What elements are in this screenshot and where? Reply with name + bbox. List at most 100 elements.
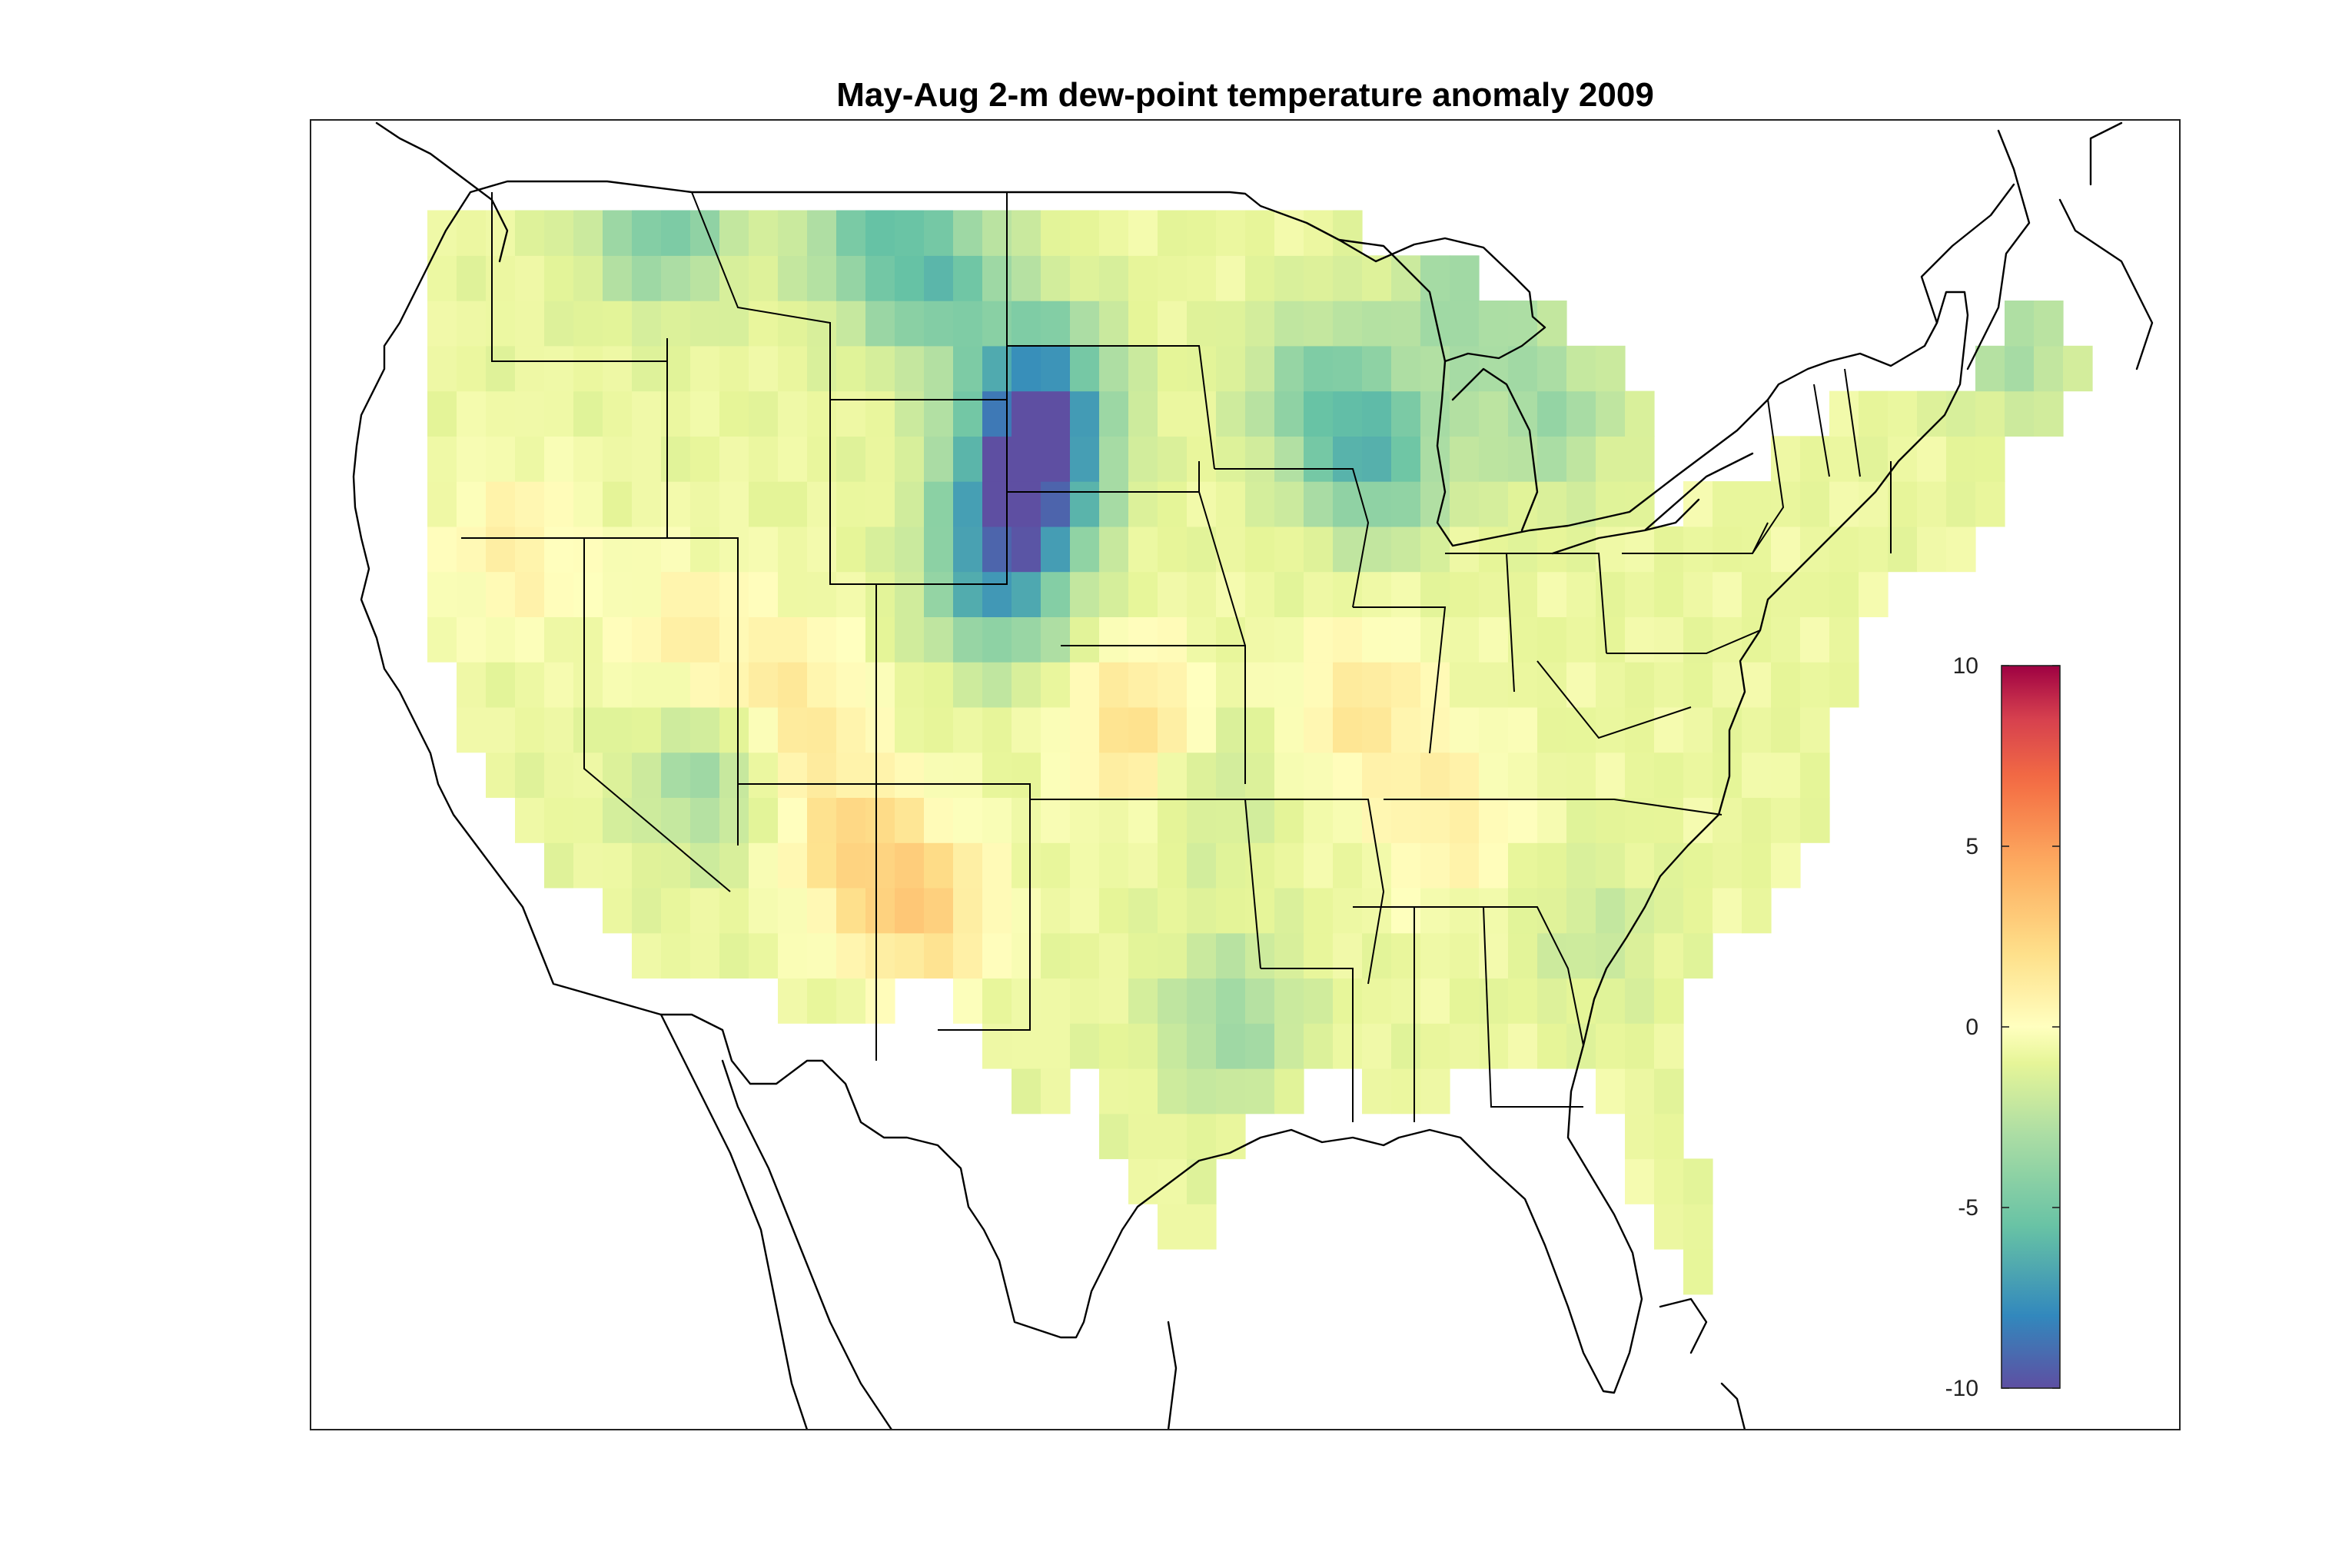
- grid-cell: [1888, 390, 1918, 437]
- grid-cell: [1158, 436, 1188, 482]
- grid-cell: [1012, 390, 1041, 437]
- grid-cell: [603, 390, 633, 437]
- grid-cell: [1128, 797, 1158, 843]
- grid-cell: [953, 932, 983, 979]
- colorbar-tick-label: -5: [1958, 1195, 1978, 1221]
- grid-cell: [661, 616, 691, 663]
- grid-cell: [486, 526, 516, 573]
- grid-cell: [1917, 526, 1947, 573]
- grid-cell: [1304, 797, 1334, 843]
- grid-cell: [719, 887, 749, 934]
- grid-cell: [1713, 526, 1742, 573]
- grid-cell: [1274, 706, 1304, 753]
- grid-cell: [1128, 706, 1158, 753]
- grid-cell: [924, 616, 954, 663]
- grid-cell: [982, 842, 1012, 889]
- grid-cell: [544, 481, 574, 527]
- grid-cell: [1012, 887, 1041, 934]
- grid-cell: [603, 752, 633, 798]
- grid-cell: [603, 887, 633, 934]
- grid-cell: [1274, 436, 1304, 482]
- grid-cell: [1304, 932, 1334, 979]
- grid-cell: [1041, 706, 1071, 753]
- grid-cell: [1362, 255, 1392, 301]
- grid-cell: [836, 887, 866, 934]
- grid-cell: [1362, 706, 1392, 753]
- grid-cell: [807, 797, 837, 843]
- grid-cell: [778, 210, 808, 256]
- grid-cell: [1158, 345, 1188, 392]
- grid-cell: [1070, 526, 1100, 573]
- grid-cell: [1187, 616, 1217, 663]
- grid-cell: [1012, 616, 1041, 663]
- grid-cell: [1012, 752, 1041, 798]
- grid-cell: [953, 436, 983, 482]
- grid-cell: [457, 616, 487, 663]
- grid-cell: [1537, 436, 1567, 482]
- grid-cell: [1479, 436, 1509, 482]
- grid-cell: [603, 481, 633, 527]
- grid-cell: [749, 706, 779, 753]
- grid-cell: [1304, 436, 1334, 482]
- grid-cell: [1362, 1068, 1392, 1115]
- grid-cell: [690, 662, 720, 708]
- grid-cell: [1566, 390, 1596, 437]
- grid-cell: [807, 526, 837, 573]
- grid-cell: [924, 662, 954, 708]
- grid-cell: [749, 797, 779, 843]
- grid-cell: [515, 390, 545, 437]
- grid-cell: [1420, 842, 1450, 889]
- grid-cell: [1654, 1068, 1684, 1115]
- grid-cell: [924, 481, 954, 527]
- grid-cell: [778, 616, 808, 663]
- grid-cell: [807, 345, 837, 392]
- grid-cell: [603, 616, 633, 663]
- grid-cell: [427, 210, 457, 256]
- grid-cell: [1859, 436, 1889, 482]
- grid-cell: [1099, 345, 1129, 392]
- grid-cell: [1216, 887, 1246, 934]
- grid-cell: [1274, 571, 1304, 617]
- grid-cell: [457, 662, 487, 708]
- grid-cell: [807, 752, 837, 798]
- grid-cell: [1041, 662, 1071, 708]
- grid-cell: [1362, 662, 1392, 708]
- grid-cell: [1362, 752, 1392, 798]
- grid-cell: [924, 526, 954, 573]
- grid-cell: [1450, 706, 1480, 753]
- grid-cell: [865, 978, 895, 1024]
- grid-cell: [515, 481, 545, 527]
- grid-cell: [1099, 1113, 1129, 1160]
- grid-cell: [953, 301, 983, 347]
- grid-cell: [1274, 345, 1304, 392]
- grid-cell: [1070, 255, 1100, 301]
- grid-cell: [1128, 301, 1158, 347]
- grid-cell: [836, 345, 866, 392]
- grid-cell: [1070, 662, 1100, 708]
- grid-cell: [1333, 345, 1363, 392]
- grid-cell: [924, 797, 954, 843]
- grid-cell: [1245, 1023, 1275, 1069]
- grid-cell: [661, 887, 691, 934]
- grid-cell: [1771, 571, 1801, 617]
- grid-cell: [924, 255, 954, 301]
- grid-cell: [1274, 390, 1304, 437]
- grid-cell: [1508, 706, 1538, 753]
- grid-cell: [1216, 932, 1246, 979]
- grid-cell: [778, 301, 808, 347]
- grid-cell: [1420, 932, 1450, 979]
- grid-cell: [1216, 797, 1246, 843]
- grid-cell: [1304, 571, 1334, 617]
- grid-cell: [544, 706, 574, 753]
- grid-cell: [1216, 616, 1246, 663]
- grid-cell: [1070, 887, 1100, 934]
- grid-cell: [1800, 526, 1830, 573]
- grid-cell: [1187, 978, 1217, 1024]
- grid-cell: [1158, 526, 1188, 573]
- grid-cell: [953, 481, 983, 527]
- grid-cell: [1216, 481, 1246, 527]
- colorbar-tick-label: -10: [1945, 1376, 1978, 1401]
- grid-cell: [719, 526, 749, 573]
- grid-cell: [1099, 436, 1129, 482]
- grid-cell: [427, 481, 457, 527]
